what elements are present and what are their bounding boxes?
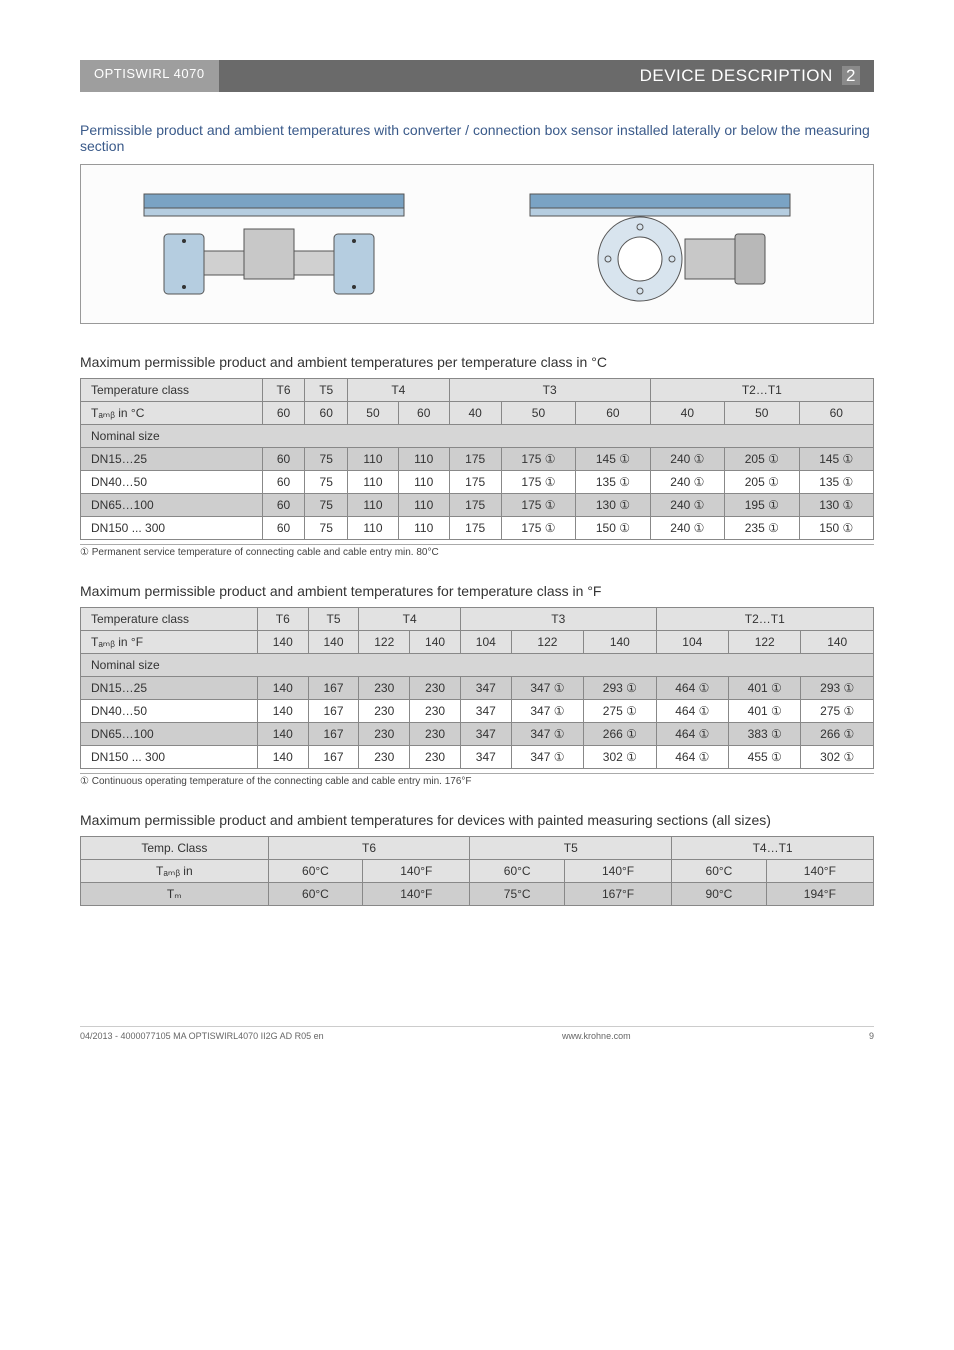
header-bar: OPTISWIRL 4070 DEVICE DESCRIPTION 2	[80, 60, 874, 92]
device-diagram	[80, 164, 874, 324]
table1-footnote: ① Permanent service temperature of conne…	[80, 544, 874, 558]
table2-title: Maximum permissible product and ambient …	[80, 583, 874, 599]
table-painted: Temp. Class T6 T5 T4…T1 Tₐₘᵦ in 60°C140°…	[80, 836, 874, 906]
table1-title: Maximum permissible product and ambient …	[80, 354, 874, 370]
subtitle-1: Permissible product and ambient temperat…	[80, 122, 874, 154]
header-title: DEVICE DESCRIPTION 2	[219, 60, 874, 92]
footer: 04/2013 - 4000077105 MA OPTISWIRL4070 II…	[80, 1026, 874, 1041]
flange-front-view	[520, 179, 820, 309]
table-fahrenheit: Temperature class T6T5 T4 T3 T2…T1 Tₐₘᵦ …	[80, 607, 874, 769]
header-product: OPTISWIRL 4070	[80, 60, 219, 92]
table-celsius: Temperature class T6T5 T4 T3 T2…T1 Tₐₘᵦ …	[80, 378, 874, 540]
flange-side-view	[134, 179, 434, 309]
table3-title: Maximum permissible product and ambient …	[80, 812, 874, 828]
table2-footnote: ① Continuous operating temperature of th…	[80, 773, 874, 787]
